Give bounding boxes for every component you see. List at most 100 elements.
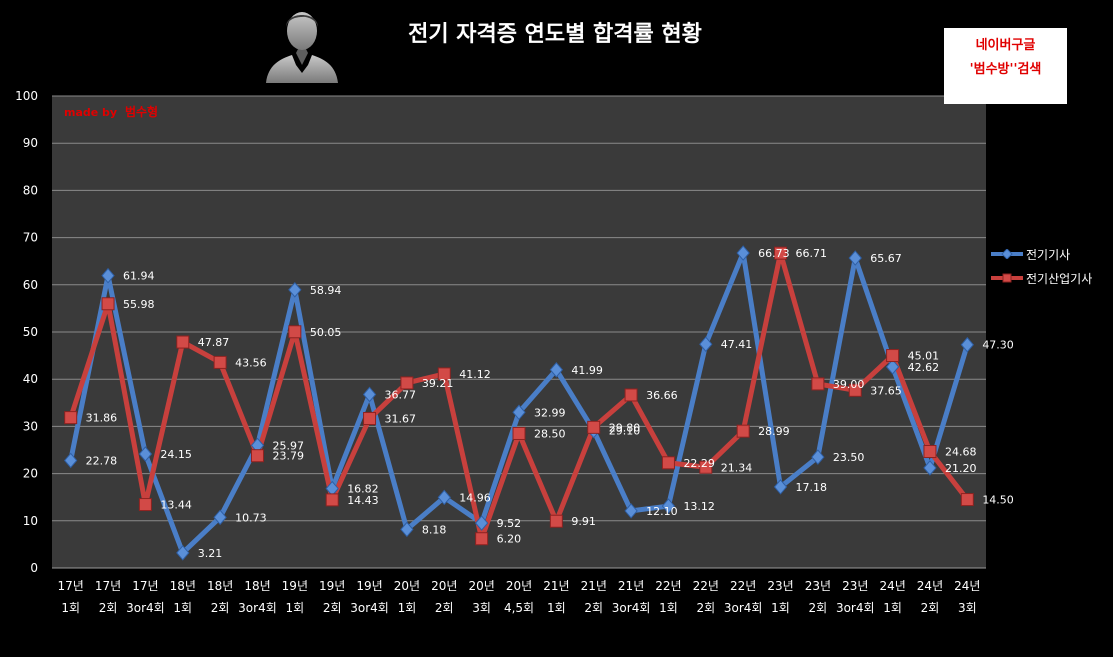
series-1-data-label-7: 16.82 (347, 483, 379, 496)
x-tick-label-round-18: 3or4회 (724, 601, 763, 615)
series-2-data-label-24: 14.50 (982, 494, 1014, 507)
series-1-data-label-19: 17.18 (796, 481, 828, 494)
x-tick-label-year-9: 20년 (394, 579, 420, 593)
series-2-point-23 (923, 445, 937, 459)
series-1-point-10 (437, 489, 451, 506)
x-tick-label-year-15: 21년 (618, 579, 644, 593)
series-2-point-21 (848, 383, 862, 397)
person-silhouette-icon (262, 5, 342, 87)
series-1-point-19 (773, 479, 788, 495)
x-tick-label-round-23: 2회 (921, 601, 940, 615)
series-2-point-18 (736, 424, 750, 438)
series-1-data-label-6: 58.94 (310, 284, 342, 297)
series-1-data-label-17: 47.41 (721, 338, 753, 351)
series-2-data-label-1: 55.98 (123, 298, 155, 311)
y-tick-label-7: 70 (23, 231, 38, 245)
x-tick-label-year-17: 22년 (693, 579, 719, 593)
series-2-data-label-12: 28.50 (534, 427, 566, 440)
x-tick-label-year-4: 18년 (207, 579, 233, 593)
series-1-data-label-14: 29.10 (609, 425, 641, 438)
series-1-data-label-15: 12.10 (646, 505, 678, 518)
series-2-data-label-8: 31.67 (385, 413, 417, 426)
legend-label-series-2: 전기산업기사 (1026, 271, 1093, 286)
x-tick-label-year-20: 23년 (805, 579, 831, 593)
watermark-prefix: made by (64, 106, 118, 119)
series-2-data-label-7: 14.43 (347, 494, 379, 507)
x-tick-label-year-14: 21년 (581, 579, 607, 593)
series-1-point-20 (811, 449, 825, 465)
series-2-point-19 (774, 246, 788, 260)
watermark-name: 범수형 (124, 105, 159, 119)
x-tick-label-round-1: 2회 (99, 601, 118, 615)
x-tick-label-round-6: 1회 (285, 601, 304, 615)
series-1-data-label-16: 13.12 (683, 500, 715, 513)
page-title: 전기 자격증 연도별 합격률 현황 (408, 22, 702, 47)
x-tick-label-round-2: 3or4회 (126, 601, 165, 615)
y-tick-label-0: 0 (30, 561, 38, 575)
series-1-point-21 (848, 250, 862, 266)
x-tick-label-year-6: 19년 (282, 579, 308, 593)
watermark: made by 범수형 (64, 103, 158, 120)
series-1-data-label-12: 32.99 (534, 406, 566, 419)
series-1-point-15 (624, 503, 638, 519)
y-tick-label-2: 20 (23, 467, 38, 481)
y-tick-label-1: 10 (23, 514, 38, 528)
series-2-point-3 (176, 335, 190, 349)
x-tick-label-year-3: 18년 (170, 579, 196, 593)
y-tick-label-10: 100 (15, 89, 38, 103)
series-2-data-label-3: 47.87 (198, 336, 230, 349)
series-2-point-24 (960, 493, 974, 507)
series-1-data-label-13: 41.99 (571, 364, 603, 377)
series-2-point-4 (213, 355, 227, 369)
x-tick-label-round-22: 1회 (883, 601, 902, 615)
series-1-point-1 (101, 267, 115, 284)
series-2-data-label-5: 23.79 (272, 450, 304, 463)
legend-label-series-1: 전기기사 (1026, 247, 1071, 262)
series-1-data-label-21: 65.67 (870, 252, 902, 265)
x-tick-label-year-0: 17년 (58, 579, 84, 593)
series-1-point-24 (960, 336, 974, 353)
x-tick-label-year-10: 20년 (431, 579, 457, 593)
series-1-point-0 (64, 452, 78, 469)
x-tick-label-round-15: 3or4회 (612, 601, 651, 615)
x-tick-label-year-22: 24년 (879, 579, 905, 593)
series-1-data-label-10: 14.96 (459, 491, 491, 504)
series-1-data-label-9: 8.18 (422, 523, 447, 536)
series-2-data-label-13: 9.91 (571, 515, 596, 528)
series-2-point-0 (64, 411, 78, 425)
series-1-point-9 (400, 521, 414, 538)
series-2-point-8 (363, 412, 377, 426)
series-2-data-label-22: 45.01 (908, 350, 940, 363)
series-1-data-label-0: 22.78 (86, 454, 118, 467)
series-2-point-7 (325, 493, 339, 507)
x-tick-label-round-5: 3or4회 (238, 601, 277, 615)
series-2-point-1 (101, 297, 115, 311)
y-tick-label-5: 50 (23, 325, 38, 339)
series-2-point-11 (475, 532, 489, 546)
series-1-point-16 (661, 498, 676, 514)
series-2-point-5 (250, 449, 264, 463)
x-tick-label-round-20: 2회 (809, 601, 828, 615)
series-1-data-label-8: 36.77 (385, 388, 417, 401)
x-tick-label-round-0: 1회 (61, 601, 80, 615)
x-tick-label-round-8: 3or4회 (350, 601, 389, 615)
series-1-data-label-1: 61.94 (123, 270, 155, 283)
series-2-data-label-6: 50.05 (310, 326, 342, 339)
series-1-point-4 (213, 509, 227, 526)
x-tick-label-year-24: 24년 (954, 579, 980, 593)
y-tick-label-9: 90 (23, 136, 38, 150)
series-2-point-2 (138, 498, 152, 512)
y-tick-label-3: 30 (23, 419, 38, 433)
series-2-point-16 (661, 456, 675, 470)
x-tick-label-round-17: 2회 (696, 601, 715, 615)
x-tick-label-year-16: 22년 (655, 579, 681, 593)
series-1-point-18 (736, 245, 750, 261)
series-2-data-label-17: 21.34 (721, 461, 753, 474)
series-2-point-22 (886, 349, 900, 363)
series-1-data-label-3: 3.21 (198, 547, 223, 560)
y-tick-label-8: 80 (23, 183, 38, 197)
series-1-data-label-4: 10.73 (235, 511, 267, 524)
y-tick-label-4: 40 (23, 372, 38, 386)
x-tick-label-year-12: 20년 (506, 579, 532, 593)
x-tick-label-year-19: 23년 (767, 579, 793, 593)
